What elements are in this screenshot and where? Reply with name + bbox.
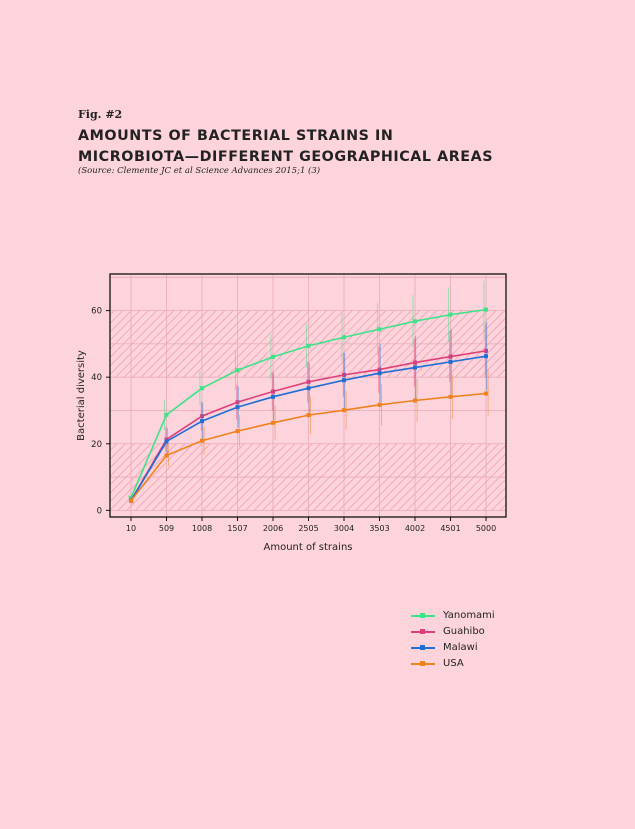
legend-label: USA [443, 658, 464, 669]
data-point [200, 419, 204, 424]
data-point [164, 439, 169, 444]
data-point [448, 394, 453, 399]
data-point [235, 405, 240, 410]
series-yanomami [128, 280, 488, 501]
data-point [129, 498, 133, 503]
x-tick-label: 3503 [369, 524, 389, 533]
data-point [306, 386, 311, 391]
figure-label: Fig. #2 [78, 108, 123, 121]
legend-label: Guahibo [443, 626, 485, 637]
series-malawi [129, 321, 488, 504]
x-tick-label: 5000 [476, 524, 496, 533]
data-point [484, 354, 488, 359]
data-point [484, 348, 488, 353]
data-point [164, 453, 169, 458]
legend-item-malawi: Malawi [411, 640, 495, 656]
x-tick-label: 1008 [192, 524, 212, 533]
data-point [448, 354, 453, 359]
data-point [377, 371, 382, 376]
chart-title-line-1: AMOUNTS OF BACTERIAL STRAINS IN [78, 128, 394, 144]
data-point [413, 365, 417, 370]
legend-marker [420, 629, 425, 634]
data-point [342, 378, 346, 383]
x-tick-label: 509 [159, 524, 174, 533]
data-point [342, 372, 346, 377]
data-point [164, 412, 169, 417]
data-point [306, 379, 311, 384]
x-tick-label: 4002 [405, 524, 425, 533]
legend-item-guahibo: Guahibo [411, 624, 495, 640]
data-point [413, 360, 417, 365]
y-tick-label: 20 [91, 440, 102, 450]
data-point [377, 402, 382, 407]
data-point [342, 335, 346, 340]
chart-title-line-2: MICROBIOTA—DIFFERENT GEOGRAPHICAL AREAS [78, 149, 494, 165]
y-tick-label: 0 [97, 506, 102, 516]
data-point [271, 394, 275, 399]
legend-item-yanomami: Yanomami [411, 608, 495, 624]
y-axis-label: Bacterial diversity [76, 350, 87, 441]
x-tick-label: 10 [126, 524, 136, 533]
data-point [235, 368, 240, 373]
legend-label: Yanomami [443, 610, 495, 621]
data-point [200, 438, 204, 443]
legend-marker [420, 661, 425, 666]
data-point [448, 312, 453, 317]
chart-title: AMOUNTS OF BACTERIAL STRAINS IN MICROBIO… [78, 126, 558, 168]
legend-swatch [411, 659, 435, 669]
data-point [271, 354, 275, 359]
legend-swatch [411, 627, 435, 637]
source-citation: (Source: Clemente JC et al Science Advan… [78, 166, 321, 176]
data-point [413, 398, 417, 403]
x-tick-label: 1507 [227, 524, 247, 533]
y-tick-label: 60 [91, 307, 102, 317]
legend-swatch [411, 611, 435, 621]
data-point [129, 495, 133, 500]
x-tick-label: 2006 [263, 524, 283, 533]
legend-label: Malawi [443, 642, 478, 653]
data-point [484, 391, 488, 396]
data-point [235, 429, 240, 434]
data-point [377, 367, 382, 372]
data-point [235, 400, 240, 405]
data-point [200, 386, 204, 391]
data-point [413, 319, 417, 324]
data-point [271, 389, 275, 394]
data-point [377, 327, 382, 332]
data-point [306, 343, 311, 348]
x-tick-label: 4501 [440, 524, 460, 533]
data-point [200, 414, 204, 419]
chart-legend: Yanomami Guahibo Malawi USA [411, 608, 495, 672]
legend-marker [420, 645, 425, 650]
data-point [306, 413, 311, 418]
series-usa [129, 370, 489, 504]
x-tick-label: 2505 [298, 524, 318, 533]
data-point [271, 420, 275, 425]
legend-item-usa: USA [411, 656, 495, 672]
legend-marker [420, 613, 425, 618]
data-point [484, 307, 488, 312]
data-point [342, 408, 346, 413]
x-axis-label: Amount of strains [264, 542, 353, 553]
x-tick-label: 3004 [334, 524, 354, 533]
data-point [448, 359, 453, 364]
y-tick-label: 40 [91, 373, 102, 383]
legend-swatch [411, 643, 435, 653]
